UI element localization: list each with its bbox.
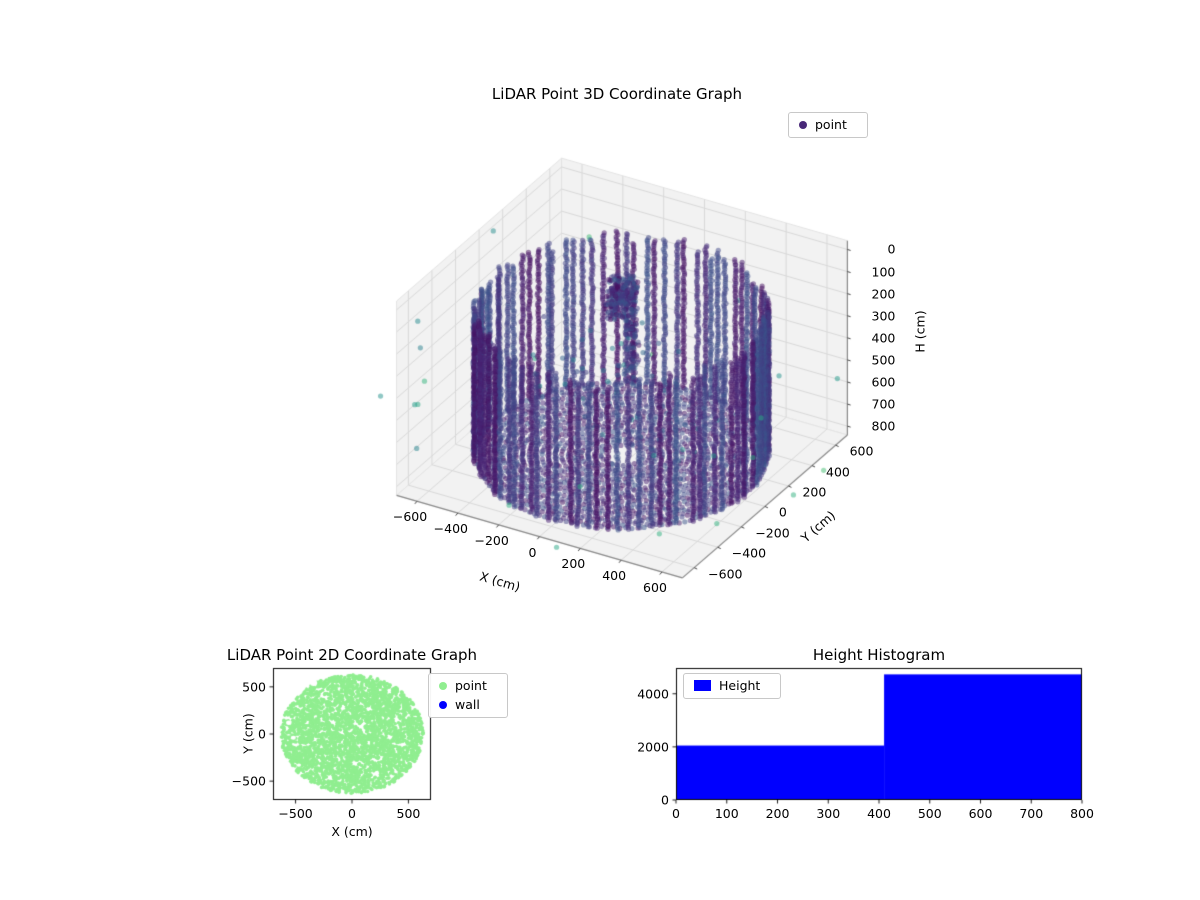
plot3d-legend: point <box>788 112 868 138</box>
scatter-marker-icon <box>439 700 447 709</box>
plot3d-zlabel: H (cm) <box>912 310 928 353</box>
plot2d-xlabel: X (cm) <box>331 824 373 839</box>
plot2d-ylabel: Y (cm) <box>240 713 256 754</box>
histogram-legend: Height <box>683 673 782 699</box>
histogram-patch-icon <box>694 680 711 692</box>
scatter-marker-icon <box>439 681 447 690</box>
legend-label: wall <box>455 696 480 712</box>
legend-item-point: point <box>799 118 847 132</box>
legend-label: point <box>815 117 847 132</box>
legend-item-height: Height <box>694 679 760 693</box>
legend-item-point: point <box>439 679 487 693</box>
legend-item-wall: wall <box>439 696 487 712</box>
legend-label: Height <box>719 678 761 693</box>
plot2d-title: LiDAR Point 2D Coordinate Graph <box>226 646 478 664</box>
scatter-marker-icon <box>799 120 807 129</box>
plot2d-legend: point wall <box>428 673 508 718</box>
plot3d-title: LiDAR Point 3D Coordinate Graph <box>491 85 743 103</box>
legend-label: point <box>455 678 487 693</box>
histogram-title: Height Histogram <box>812 646 946 664</box>
